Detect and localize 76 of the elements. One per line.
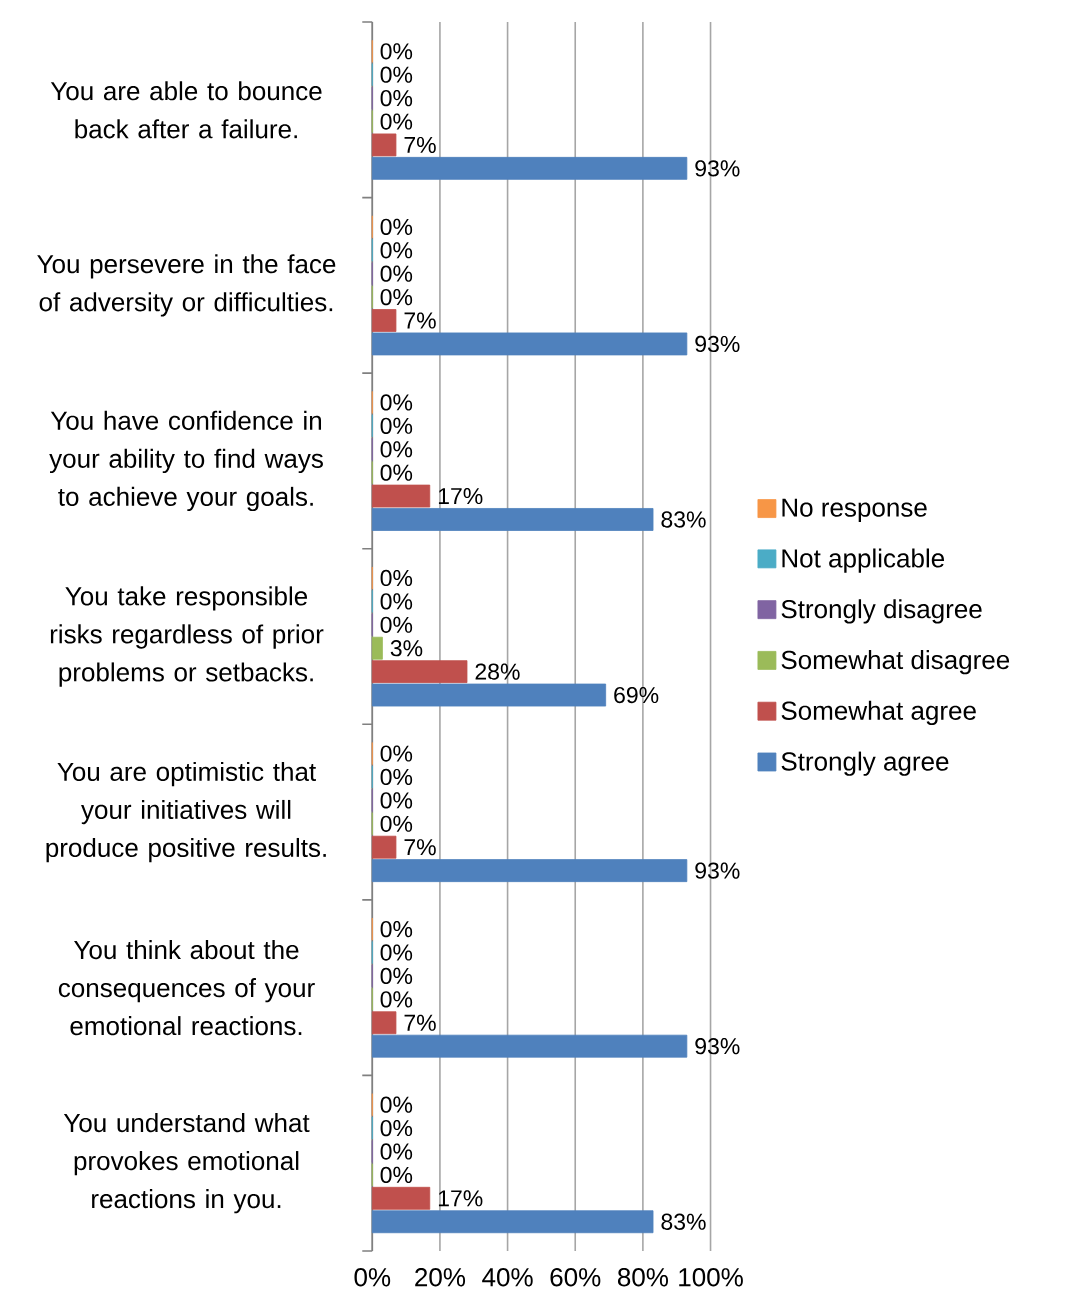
x-tick-label: 0%	[354, 1268, 391, 1287]
data-label: 0%	[380, 944, 413, 961]
data-label: 0%	[380, 43, 413, 60]
bar	[371, 1011, 397, 1035]
bar	[371, 636, 383, 660]
data-label: 0%	[380, 1119, 413, 1137]
bar	[371, 660, 468, 684]
data-label: 0%	[380, 265, 413, 282]
legend-label: Strongly agree	[781, 751, 949, 776]
data-label: 7%	[404, 839, 436, 856]
bar	[371, 133, 397, 157]
bar	[371, 1210, 654, 1234]
data-label: 0%	[380, 815, 413, 832]
data-label: 0%	[380, 66, 413, 83]
legend-label: Somewhat agree	[781, 700, 976, 726]
x-tick-label: 60%	[550, 1268, 601, 1287]
data-label: 0%	[380, 967, 413, 985]
data-label: 93%	[695, 335, 740, 353]
data-label: 17%	[439, 488, 483, 505]
x-tick-label: 80%	[618, 1268, 669, 1287]
bar	[371, 683, 607, 707]
x-tick-label: 40%	[482, 1268, 533, 1287]
data-label: 0%	[380, 441, 413, 458]
bar	[371, 835, 397, 859]
data-label: 0%	[380, 593, 413, 610]
x-tick-label: 100%	[679, 1268, 743, 1287]
data-label: 7%	[404, 312, 436, 329]
data-label: 7%	[404, 1014, 436, 1031]
data-label: 0%	[380, 394, 413, 411]
y-tick-label: You understand what provokes emotional reactions in you.	[63, 1113, 310, 1214]
data-label: 0%	[380, 1166, 413, 1184]
y-tick-label: You are optimistic that your initiatives will produce positive results.	[46, 761, 326, 863]
data-label: 0%	[380, 464, 413, 481]
data-label: 0%	[380, 417, 413, 434]
data-label: 83%	[661, 1213, 706, 1230]
bar	[371, 1186, 431, 1210]
data-label: 0%	[380, 89, 413, 107]
data-label: 0%	[380, 991, 413, 1008]
bar	[371, 309, 397, 332]
data-label: 17%	[439, 1190, 483, 1207]
bar	[371, 508, 654, 531]
data-label: 0%	[380, 288, 413, 306]
data-label: 93%	[695, 1038, 740, 1055]
data-label: 0%	[380, 920, 413, 938]
bar	[371, 156, 688, 180]
data-label: 0%	[380, 1096, 413, 1113]
data-label: 93%	[695, 160, 740, 177]
data-label: 7%	[404, 136, 436, 153]
bar	[371, 484, 431, 508]
data-label: 0%	[380, 768, 413, 786]
data-label: 93%	[695, 862, 740, 879]
data-label: 0%	[380, 569, 413, 587]
data-label: 0%	[380, 1143, 413, 1160]
y-tick-label: You have confidence in your ability to find ways to achieve your goals.	[49, 410, 324, 512]
legend-label: No response	[782, 498, 927, 522]
data-label: 0%	[380, 745, 413, 762]
data-label: 0%	[380, 218, 413, 235]
data-label: 0%	[380, 792, 413, 809]
x-tick-label: 20%	[415, 1268, 466, 1287]
y-tick-label: You are able to bounce back after a failure.	[50, 81, 322, 139]
legend-label: Strongly disagree	[781, 599, 982, 624]
y-tick-label: You take responsible risks regardless of prior problems or setbacks.	[50, 586, 324, 687]
y-tick-label: You persevere in the face of adversity or difficulties.	[37, 254, 336, 317]
data-label: 0%	[380, 616, 413, 633]
bar	[371, 332, 688, 356]
data-label: 0%	[380, 113, 413, 130]
y-tick-label: You think about the consequences of your emotional reactions.	[58, 940, 315, 1036]
data-label: 28%	[475, 663, 520, 680]
bar	[371, 1034, 688, 1058]
legend-label: Somewhat disagree	[781, 650, 1010, 675]
data-label: 3%	[390, 640, 423, 657]
bar	[371, 859, 688, 883]
data-label: 83%	[661, 511, 706, 528]
legend-label: Not applicable	[782, 548, 945, 573]
data-label: 0%	[380, 242, 413, 259]
data-label: 69%	[614, 686, 659, 704]
